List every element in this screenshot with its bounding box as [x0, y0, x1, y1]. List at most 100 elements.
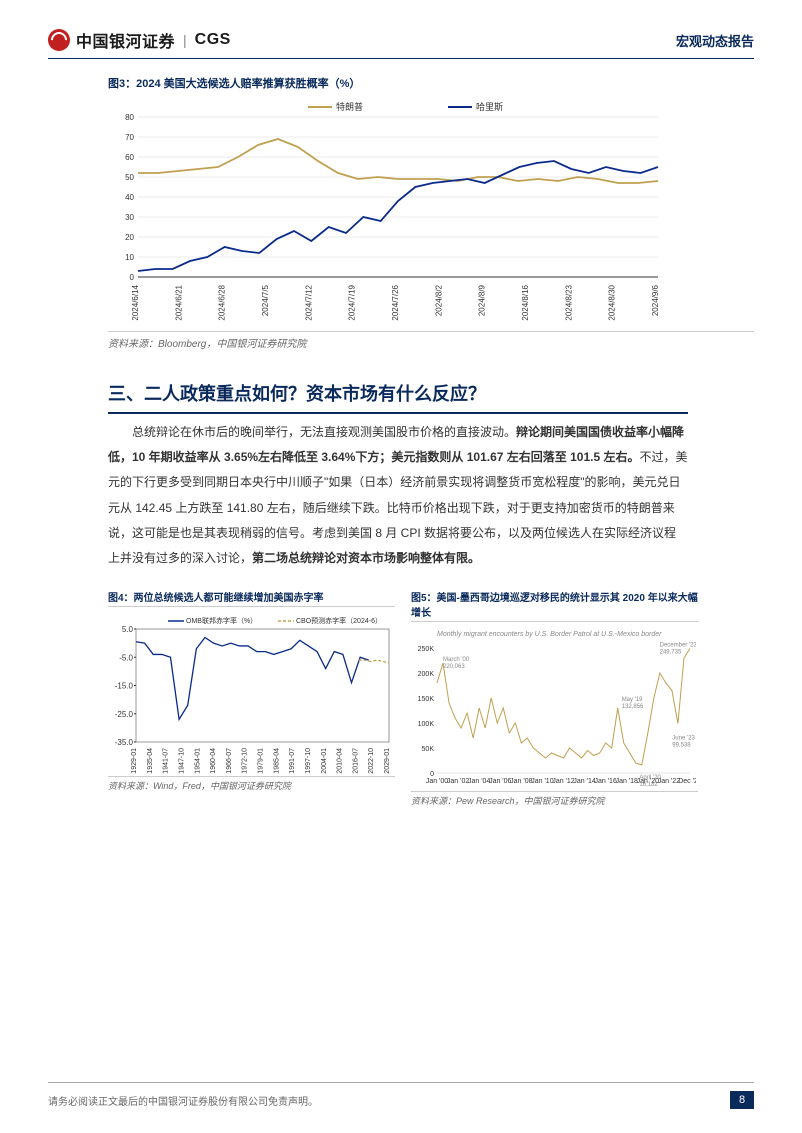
- charts-row: 图4：两位总统候选人都可能继续增加美国赤字率 5.0 -5.0 -15.0 -25.0…: [108, 589, 698, 807]
- chart5-col: 图5：美国-墨西哥边境巡逻对移民的统计显示其 2020 年以来大幅增长 Mont…: [411, 589, 698, 807]
- svg-text:Jan '16: Jan '16: [594, 778, 616, 785]
- svg-text:2024/7/12: 2024/7/12: [304, 284, 313, 320]
- svg-text:1960-04: 1960-04: [210, 748, 217, 774]
- chart3-source: 资料来源：Bloomberg，中国银河证券研究院: [108, 331, 754, 350]
- svg-text:150K: 150K: [418, 696, 435, 703]
- svg-text:OMB联邦赤字率（%）: OMB联邦赤字率（%）: [186, 616, 257, 625]
- svg-text:Jan '06: Jan '06: [489, 778, 511, 785]
- svg-text:2024/9/6: 2024/9/6: [651, 284, 660, 316]
- section-body: 总统辩论在休市后的晚间举行，无法直接观测美国股市价格的直接波动。辩论期间美国国债…: [108, 420, 688, 571]
- logo-text-en: CGS: [195, 31, 231, 49]
- chart4-source: 资料来源：Wind，Fred，中国银河证券研究院: [108, 776, 395, 792]
- svg-text:80: 80: [125, 113, 134, 122]
- svg-text:0: 0: [430, 771, 434, 778]
- svg-text:0: 0: [130, 273, 135, 282]
- svg-text:Jan '02: Jan '02: [447, 778, 469, 785]
- svg-text:70: 70: [125, 133, 134, 142]
- svg-text:2024/7/19: 2024/7/19: [348, 284, 357, 320]
- chart5-source: 资料来源：Pew Research，中国银河证券研究院: [411, 791, 698, 807]
- svg-text:April '20: April '20: [639, 775, 661, 781]
- page-footer: 请务必阅读正文最后的中国银河证券股份有限公司免责声明。 8: [48, 1082, 754, 1109]
- svg-text:Jan '00: Jan '00: [426, 778, 448, 785]
- svg-text:50K: 50K: [422, 746, 435, 753]
- svg-text:16,182: 16,182: [639, 782, 658, 788]
- logo-text-cn: 中国银河证券: [76, 28, 175, 52]
- svg-text:2022-10: 2022-10: [368, 748, 375, 774]
- svg-text:132,856: 132,856: [622, 704, 644, 710]
- svg-text:2024/8/2: 2024/8/2: [434, 284, 443, 316]
- svg-text:1947-10: 1947-10: [178, 748, 185, 774]
- footer-disclaimer: 请务必阅读正文最后的中国银河证券股份有限公司免责声明。: [48, 1093, 318, 1108]
- body-p5: 第二场总统辩论对资本市场影响整体有限。: [252, 551, 480, 565]
- svg-text:Jan '12: Jan '12: [552, 778, 574, 785]
- svg-text:哈里斯: 哈里斯: [476, 101, 503, 112]
- svg-text:20: 20: [125, 233, 134, 242]
- svg-text:50: 50: [125, 173, 134, 182]
- svg-text:June '23: June '23: [672, 736, 695, 742]
- svg-text:2024/8/9: 2024/8/9: [478, 284, 487, 316]
- logo-divider: |: [183, 32, 187, 48]
- svg-text:5.0: 5.0: [122, 625, 134, 634]
- logo-area: 中国银河证券 | CGS: [48, 28, 231, 52]
- svg-text:1929-01: 1929-01: [131, 748, 138, 774]
- svg-text:CBO预测赤字率（2024-6）: CBO预测赤字率（2024-6）: [296, 616, 382, 625]
- svg-text:Jan '08: Jan '08: [510, 778, 532, 785]
- svg-text:Jan '14: Jan '14: [573, 778, 595, 785]
- svg-text:1954-01: 1954-01: [194, 748, 201, 774]
- svg-text:March '00: March '00: [443, 657, 470, 663]
- svg-text:2024/8/16: 2024/8/16: [521, 284, 530, 320]
- svg-text:2024/6/21: 2024/6/21: [174, 284, 183, 320]
- svg-text:Dec '23: Dec '23: [678, 778, 696, 785]
- chart4-col: 图4：两位总统候选人都可能继续增加美国赤字率 5.0 -5.0 -15.0 -25.0…: [108, 589, 395, 807]
- svg-text:2024/7/5: 2024/7/5: [261, 284, 270, 316]
- svg-text:40: 40: [125, 193, 134, 202]
- svg-text:250K: 250K: [418, 646, 435, 653]
- page-header: 中国银河证券 | CGS 宏观动态报告: [48, 28, 754, 59]
- chart3-title: 图3：2024 美国大选候选人赔率推算获胜概率（%）: [108, 75, 754, 91]
- svg-text:30: 30: [125, 213, 134, 222]
- svg-text:249,735: 249,735: [660, 650, 682, 656]
- svg-text:1985-04: 1985-04: [273, 748, 280, 774]
- svg-text:1972-10: 1972-10: [242, 748, 249, 774]
- svg-text:-25.0: -25.0: [115, 710, 134, 719]
- svg-text:2024/6/14: 2024/6/14: [131, 284, 140, 320]
- svg-text:1991-07: 1991-07: [289, 748, 296, 774]
- svg-text:2004-01: 2004-01: [321, 748, 328, 774]
- chart3-container: 0 10 20 30 40 50 60 70 80 2024/6/14 2024/6/21 2024/…: [108, 97, 754, 327]
- svg-text:2024/7/26: 2024/7/26: [391, 284, 400, 320]
- chart5-title: 图5：美国-墨西哥边境巡逻对移民的统计显示其 2020 年以来大幅增长: [411, 589, 698, 622]
- svg-text:2010-04: 2010-04: [337, 748, 344, 774]
- page-number: 8: [730, 1091, 754, 1109]
- svg-text:1979-01: 1979-01: [258, 748, 265, 774]
- svg-text:100K: 100K: [418, 721, 435, 728]
- svg-text:Jan '22: Jan '22: [658, 778, 680, 785]
- svg-text:特朗普: 特朗普: [336, 101, 363, 112]
- svg-text:2024/8/30: 2024/8/30: [608, 284, 617, 320]
- svg-text:220,063: 220,063: [443, 664, 465, 670]
- svg-text:Monthly migrant encounters by: Monthly migrant encounters by U.S. Borde…: [437, 631, 662, 638]
- svg-text:99,538: 99,538: [672, 743, 691, 749]
- svg-text:-15.0: -15.0: [115, 682, 134, 691]
- svg-text:10: 10: [125, 253, 134, 262]
- svg-text:1935-04: 1935-04: [147, 748, 154, 774]
- galaxy-logo-icon: [48, 29, 70, 51]
- svg-text:May '19: May '19: [622, 697, 643, 703]
- svg-text:1966-07: 1966-07: [226, 748, 233, 774]
- svg-text:2024/6/28: 2024/6/28: [218, 284, 227, 320]
- svg-text:1941-07: 1941-07: [163, 748, 170, 774]
- svg-text:Jan '04: Jan '04: [468, 778, 490, 785]
- svg-text:200K: 200K: [418, 671, 435, 678]
- svg-text:1997-10: 1997-10: [305, 748, 312, 774]
- svg-text:60: 60: [125, 153, 134, 162]
- svg-text:2024/8/23: 2024/8/23: [564, 284, 573, 320]
- report-type: 宏观动态报告: [676, 31, 754, 50]
- svg-text:December '23: December '23: [660, 643, 696, 649]
- body-p1: 总统辩论在休市后的晚间举行，无法直接观测美国股市价格的直接波动。: [132, 425, 516, 439]
- svg-text:Jan '18: Jan '18: [616, 778, 638, 785]
- section-title: 三、二人政策重点如何？资本市场有什么反应？: [108, 380, 688, 414]
- svg-text:-5.0: -5.0: [119, 653, 133, 662]
- svg-text:2029-01: 2029-01: [384, 748, 391, 774]
- chart4-title: 图4：两位总统候选人都可能继续增加美国赤字率: [108, 589, 395, 607]
- svg-text:-35.0: -35.0: [115, 738, 134, 747]
- svg-text:2016-07: 2016-07: [352, 748, 359, 774]
